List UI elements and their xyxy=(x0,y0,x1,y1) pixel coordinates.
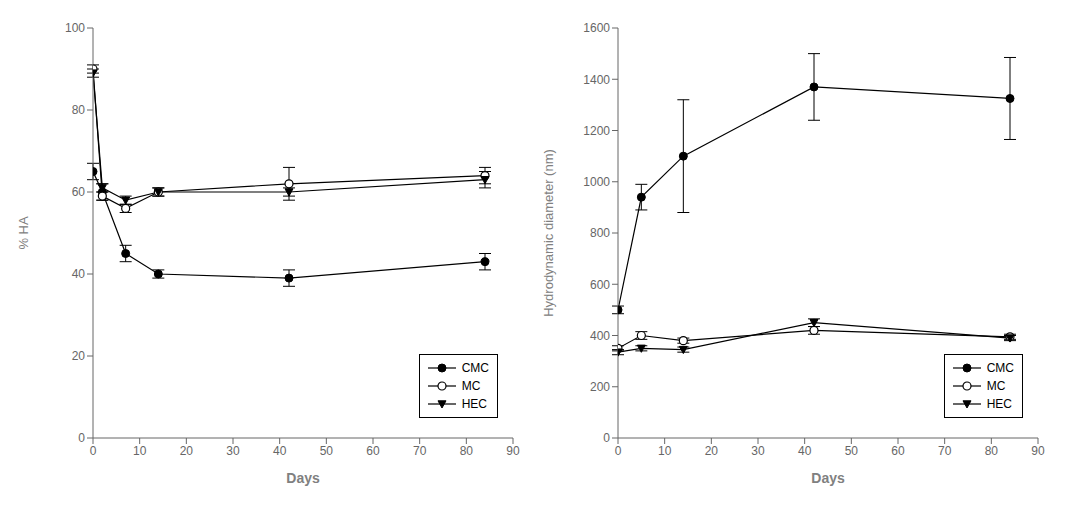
svg-text:80: 80 xyxy=(72,103,86,117)
svg-text:Hydrodynamic diameter (nm): Hydrodynamic diameter (nm) xyxy=(541,149,556,317)
svg-text:80: 80 xyxy=(460,444,474,458)
svg-text:200: 200 xyxy=(590,380,610,394)
svg-text:40: 40 xyxy=(72,267,86,281)
svg-text:80: 80 xyxy=(985,444,999,458)
html-text:HEC: HEC xyxy=(986,397,1012,411)
svg-text:400: 400 xyxy=(590,329,610,343)
svg-text:70: 70 xyxy=(938,444,952,458)
html-text:HEC: HEC xyxy=(461,397,487,411)
svg-text:50: 50 xyxy=(320,444,334,458)
svg-text:Days: Days xyxy=(286,470,320,486)
svg-text:10: 10 xyxy=(658,444,672,458)
html-text:CMC: CMC xyxy=(461,361,489,375)
svg-text:40: 40 xyxy=(273,444,287,458)
svg-text:600: 600 xyxy=(590,278,610,292)
svg-text:20: 20 xyxy=(180,444,194,458)
svg-text:Days: Days xyxy=(811,470,845,486)
svg-text:10: 10 xyxy=(133,444,147,458)
svg-text:1400: 1400 xyxy=(583,73,610,87)
svg-text:20: 20 xyxy=(72,349,86,363)
svg-text:1200: 1200 xyxy=(583,124,610,138)
svg-text:20: 20 xyxy=(705,444,719,458)
html-text:CMC: CMC xyxy=(986,361,1014,375)
svg-text:30: 30 xyxy=(751,444,765,458)
svg-text:800: 800 xyxy=(590,226,610,240)
svg-text:% HA: % HA xyxy=(16,216,31,250)
svg-text:30: 30 xyxy=(226,444,240,458)
svg-text:1600: 1600 xyxy=(583,21,610,35)
html-text:MC: MC xyxy=(461,379,481,393)
svg-text:0: 0 xyxy=(90,444,97,458)
svg-text:90: 90 xyxy=(506,444,520,458)
svg-text:70: 70 xyxy=(413,444,427,458)
svg-text:90: 90 xyxy=(1031,444,1045,458)
svg-text:50: 50 xyxy=(845,444,859,458)
html-text:MC: MC xyxy=(986,379,1006,393)
svg-text:40: 40 xyxy=(798,444,812,458)
svg-text:0: 0 xyxy=(78,431,85,445)
svg-text:60: 60 xyxy=(72,185,86,199)
svg-text:100: 100 xyxy=(65,21,85,35)
svg-text:60: 60 xyxy=(891,444,905,458)
svg-text:0: 0 xyxy=(603,431,610,445)
svg-text:60: 60 xyxy=(366,444,380,458)
svg-text:0: 0 xyxy=(615,444,622,458)
svg-text:1000: 1000 xyxy=(583,175,610,189)
